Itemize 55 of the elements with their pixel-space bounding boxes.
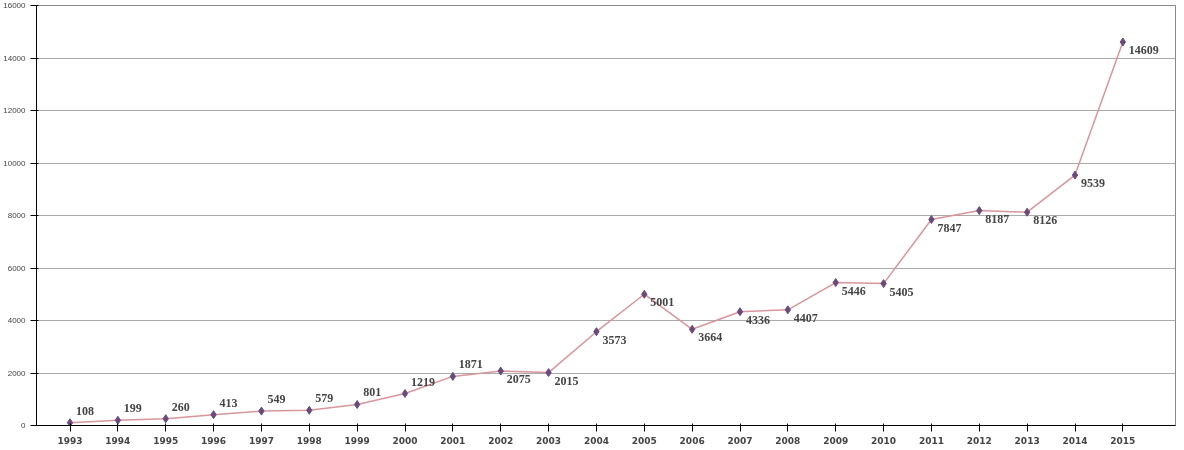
x-tick-label: 2012: [966, 435, 992, 446]
x-tick-label: 1995: [153, 435, 179, 446]
data-label: 3664: [698, 330, 723, 345]
y-tick-label: 6000: [7, 263, 27, 273]
data-label: 108: [76, 403, 94, 418]
data-label: 2075: [506, 372, 531, 387]
data-label: 4407: [793, 310, 818, 325]
data-label: 14609: [1128, 43, 1159, 58]
data-label: 4336: [746, 312, 770, 327]
x-tick-label: 1994: [105, 435, 131, 446]
x-tick-label: 2001: [440, 435, 466, 446]
data-label: 5446: [841, 283, 866, 298]
x-tick-label: 2013: [1014, 435, 1040, 446]
x-tick-label: 2011: [918, 435, 944, 446]
x-tick-label: 2008: [775, 435, 801, 446]
y-tick-label: 14000: [3, 53, 27, 63]
data-label: 549: [267, 392, 286, 407]
data-label: 8126: [1033, 213, 1058, 228]
x-tick-label: 1997: [248, 435, 274, 446]
y-tick-label: 12000: [3, 106, 27, 115]
x-tick-label: 1999: [344, 435, 370, 446]
x-tick-label: 2014: [1062, 435, 1088, 446]
data-label: 2015: [554, 373, 579, 388]
x-tick-label: 2007: [727, 435, 753, 446]
data-label: 5001: [650, 295, 675, 310]
data-label: 413: [219, 395, 238, 410]
data-label: 9539: [1081, 176, 1105, 191]
data-label: 8187: [985, 211, 1010, 226]
x-tick-label: 2002: [488, 435, 514, 446]
x-tick-label: 2009: [823, 435, 849, 446]
x-tick-label: 2005: [631, 435, 657, 446]
y-tick-label: 0: [21, 421, 27, 430]
x-tick-label: 1996: [201, 435, 227, 446]
y-tick-label: 2000: [7, 368, 27, 378]
x-tick-label: 2006: [679, 435, 705, 446]
x-tick-label: 2015: [1110, 435, 1136, 446]
data-label: 801: [363, 385, 382, 400]
data-label: 3573: [602, 332, 627, 347]
y-tick-label: 16000: [3, 1, 27, 10]
y-tick-label: 8000: [7, 211, 27, 220]
y-tick-label: 10000: [3, 158, 27, 168]
data-label: 199: [123, 401, 142, 416]
data-label: 1871: [458, 357, 483, 372]
x-tick-label: 2000: [392, 435, 418, 446]
x-tick-label: 1993: [57, 435, 83, 446]
x-tick-label: 2004: [583, 435, 609, 446]
data-label: 5405: [889, 284, 914, 299]
y-tick-label: 4000: [7, 316, 27, 325]
x-tick-label: 2010: [871, 435, 897, 446]
data-label: 1219: [411, 374, 435, 389]
x-tick-label: 1998: [296, 435, 322, 446]
data-label: 579: [315, 391, 334, 406]
x-tick-label: 2003: [536, 435, 562, 446]
data-label: 7847: [937, 220, 962, 235]
data-label: 260: [171, 399, 190, 414]
